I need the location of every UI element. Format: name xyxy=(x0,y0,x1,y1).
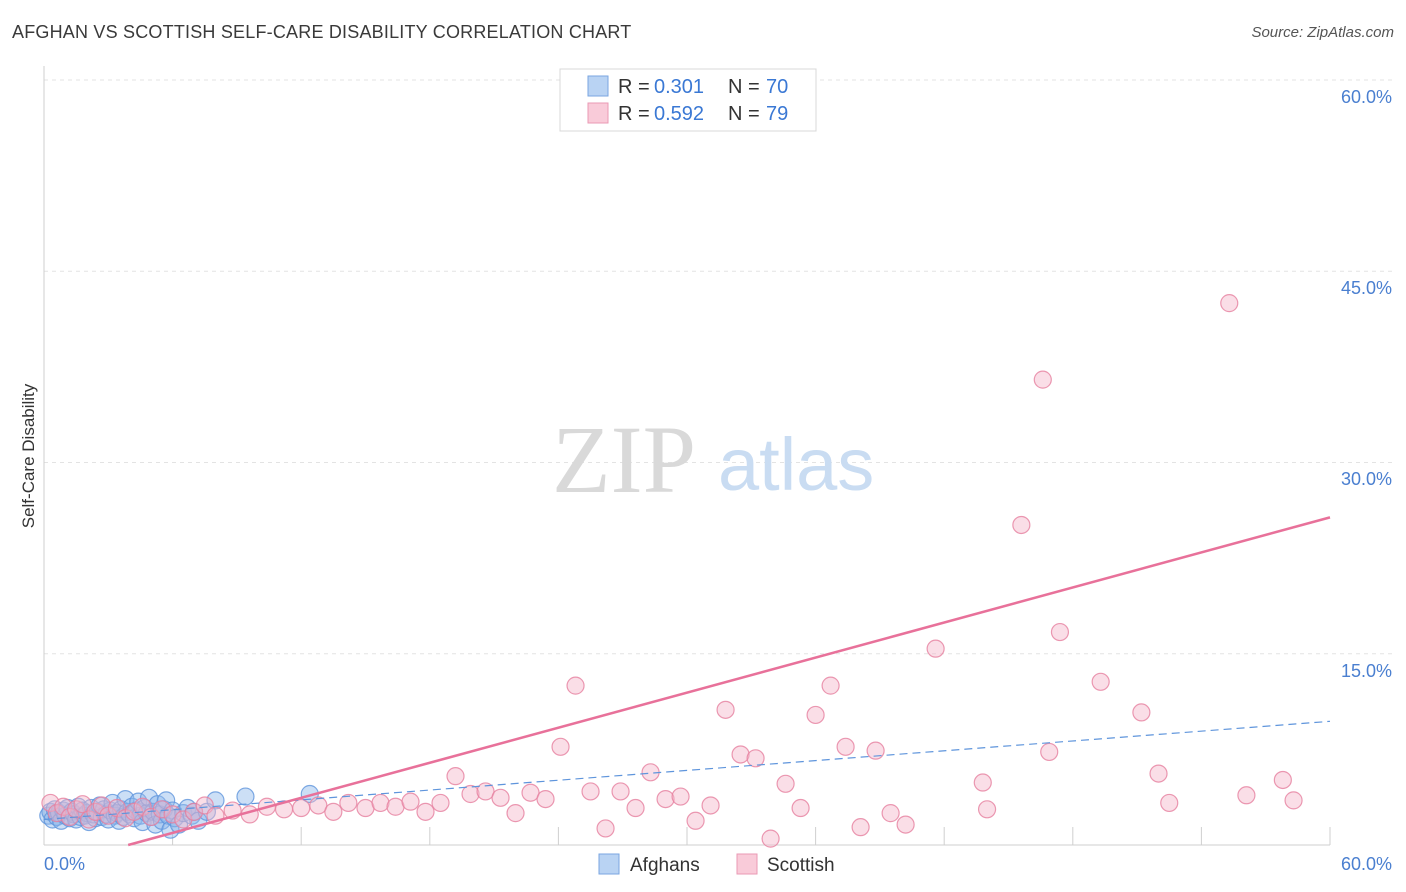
legend-n-label-scottish: N = xyxy=(728,103,760,125)
grid xyxy=(44,79,1392,655)
point-scottish-67 xyxy=(973,773,992,792)
bottom-legend-swatch-scottish xyxy=(736,853,758,875)
point-scottish-63 xyxy=(866,741,885,760)
point-scottish-75 xyxy=(1149,764,1168,783)
point-scottish-50 xyxy=(671,787,690,806)
bottom-legend-label-scottish: Scottish xyxy=(767,855,835,876)
y-tick-45: 45.0% xyxy=(1341,278,1392,298)
point-scottish-27 xyxy=(324,802,343,821)
point-scottish-79 xyxy=(1273,770,1292,790)
point-scottish-32 xyxy=(401,792,420,811)
point-scottish-8 xyxy=(92,796,111,815)
y-axis-label: Self-Care Disability xyxy=(19,383,38,528)
chart-title: AFGHAN VS SCOTTISH SELF-CARE DISABILITY … xyxy=(12,22,632,42)
point-scottish-37 xyxy=(476,782,495,801)
point-scottish-61 xyxy=(836,737,855,756)
watermark-zip: ZIP xyxy=(552,406,696,513)
point-scottish-52 xyxy=(701,796,720,815)
point-scottish-26 xyxy=(309,796,328,815)
point-scottish-76 xyxy=(1160,793,1179,813)
point-scottish-77 xyxy=(1220,294,1239,313)
point-scottish-78 xyxy=(1237,786,1256,805)
point-scottish-74 xyxy=(1132,703,1151,722)
legend: R = 0.301 N = 70 R = 0.592 N = 79 xyxy=(559,68,817,132)
point-scottish-70 xyxy=(1033,370,1052,389)
point-scottish-49 xyxy=(656,789,675,809)
point-afghans-67 xyxy=(206,791,225,810)
point-scottish-66 xyxy=(926,639,945,658)
point-scottish-73 xyxy=(1091,672,1110,691)
point-scottish-43 xyxy=(566,676,585,695)
point-scottish-56 xyxy=(761,829,780,848)
point-scottish-47 xyxy=(626,798,645,818)
trend-lines xyxy=(43,516,1331,847)
point-scottish-15 xyxy=(152,800,171,819)
point-scottish-45 xyxy=(596,819,615,838)
y-tick-30: 30.0% xyxy=(1341,469,1392,489)
point-scottish-39 xyxy=(506,804,525,823)
point-scottish-38 xyxy=(491,788,510,807)
point-scottish-59 xyxy=(806,705,825,725)
point-scottish-72 xyxy=(1050,622,1070,642)
point-scottish-18 xyxy=(184,802,204,821)
point-scottish-55 xyxy=(746,749,765,768)
point-scottish-68 xyxy=(977,800,997,819)
point-scottish-51 xyxy=(686,811,705,830)
legend-swatch-afghans xyxy=(587,75,609,97)
legend-n-value-afghans: 70 xyxy=(766,76,788,98)
source-label: Source: ZipAtlas.com xyxy=(1251,24,1394,41)
point-scottish-58 xyxy=(791,798,810,818)
point-scottish-64 xyxy=(881,804,900,823)
point-afghans-68 xyxy=(236,787,255,806)
point-scottish-28 xyxy=(339,793,358,813)
legend-n-label-afghans: N = xyxy=(728,76,760,98)
point-scottish-34 xyxy=(431,793,450,813)
point-scottish-42 xyxy=(551,737,570,756)
point-scottish-36 xyxy=(461,784,480,804)
point-scottish-33 xyxy=(416,802,435,821)
bottom-legend-label-afghans: Afghans xyxy=(630,855,700,876)
point-scottish-41 xyxy=(536,789,555,809)
point-scottish-80 xyxy=(1284,791,1303,810)
y-tick-15: 15.0% xyxy=(1341,661,1392,681)
bottom-legend: Afghans Scottish xyxy=(598,853,835,876)
point-scottish-35 xyxy=(446,767,465,786)
point-scottish-44 xyxy=(581,782,600,801)
y-tick-labels: 15.0% 30.0% 45.0% 60.0% xyxy=(1341,87,1392,681)
point-scottish-71 xyxy=(1040,742,1059,762)
legend-swatch-scottish xyxy=(587,102,609,124)
point-scottish-30 xyxy=(371,793,390,813)
trend-line-scottish xyxy=(127,516,1331,847)
point-scottish-40 xyxy=(521,783,540,802)
trend-line-afghans xyxy=(43,720,1331,821)
watermark: ZIP atlas xyxy=(552,406,874,513)
legend-r-label-scottish: R = xyxy=(618,103,650,125)
legend-r-value-afghans: 0.301 xyxy=(654,76,704,98)
point-scottish-46 xyxy=(611,782,630,801)
point-scottish-65 xyxy=(896,815,915,834)
legend-r-value-scottish: 0.592 xyxy=(654,103,704,125)
point-scottish-69 xyxy=(1012,515,1031,535)
y-tick-60: 60.0% xyxy=(1341,87,1392,107)
x-tick-min: 0.0% xyxy=(44,854,85,874)
point-scottish-54 xyxy=(731,745,750,764)
point-scottish-60 xyxy=(821,676,840,695)
point-scottish-62 xyxy=(851,818,870,837)
point-scottish-53 xyxy=(716,700,735,719)
x-tick-max: 60.0% xyxy=(1341,854,1392,874)
watermark-atlas: atlas xyxy=(718,423,874,506)
point-scottish-57 xyxy=(776,774,795,793)
series-scottish xyxy=(41,294,1303,848)
point-scottish-25 xyxy=(292,798,311,818)
legend-n-value-scottish: 79 xyxy=(766,103,788,125)
bottom-legend-swatch-afghans xyxy=(598,853,620,875)
legend-r-label-afghans: R = xyxy=(618,76,650,98)
